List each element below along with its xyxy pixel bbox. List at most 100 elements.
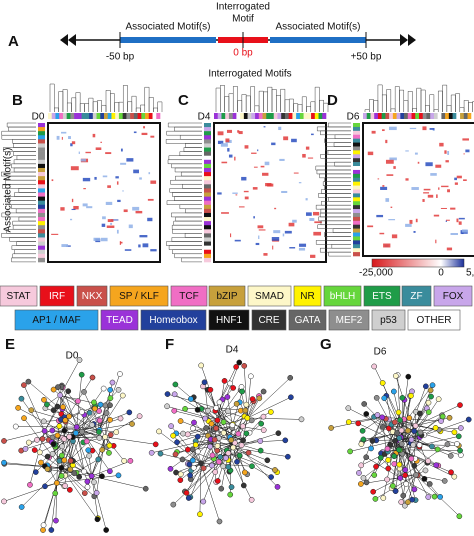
motif-color — [152, 113, 157, 119]
motif-color — [204, 155, 211, 161]
network-node — [405, 499, 411, 505]
motif-color — [204, 257, 211, 263]
heatmap-cell — [367, 225, 374, 228]
network-node — [379, 380, 386, 386]
network-node — [126, 409, 133, 416]
motif-color — [204, 131, 211, 136]
network-node — [380, 495, 387, 501]
heatmap-cell — [298, 182, 302, 184]
heatmap-cell — [101, 223, 106, 227]
motif-color — [204, 208, 211, 214]
legend-label: NKX — [82, 291, 103, 302]
heatmap-cell — [115, 176, 119, 179]
motif-color — [204, 151, 211, 157]
network-node — [411, 486, 418, 493]
network-node — [448, 469, 454, 476]
motif-color — [314, 113, 319, 119]
network-node — [103, 527, 110, 533]
network-node — [241, 363, 248, 369]
motif-color — [353, 205, 360, 210]
heatmap-cell — [128, 224, 133, 229]
network-node — [274, 484, 281, 490]
network-node — [213, 425, 219, 432]
network-node — [398, 499, 405, 505]
network-node — [220, 430, 227, 436]
network-node — [228, 484, 235, 490]
motif-color — [288, 113, 293, 119]
heatmap-cell — [311, 133, 314, 136]
network-node — [258, 420, 265, 427]
network-node — [446, 414, 453, 421]
network-node — [260, 388, 267, 395]
motif-color — [100, 113, 105, 119]
motif-color — [318, 113, 323, 119]
motif-color — [415, 113, 420, 119]
heatmap-cell — [56, 135, 60, 140]
network-node — [363, 411, 370, 417]
motif-color — [353, 236, 360, 241]
network-node — [54, 403, 61, 410]
heatmap-cell — [284, 230, 292, 234]
heatmap-cell — [385, 159, 394, 164]
motif-color — [445, 113, 450, 119]
network-node — [18, 504, 25, 510]
heatmap-cell — [444, 150, 447, 154]
motif-color — [374, 113, 379, 119]
network-node — [230, 385, 237, 391]
network-node — [385, 425, 392, 432]
network-node — [358, 462, 365, 469]
network-node — [203, 425, 210, 431]
motif-color — [353, 158, 360, 163]
motif-color — [104, 113, 109, 119]
heatmap-cell — [133, 169, 139, 174]
tick-label: -50 bp — [106, 52, 135, 63]
network-node — [194, 448, 201, 455]
network-node — [89, 422, 95, 428]
network-node — [202, 415, 209, 422]
network-node — [216, 399, 223, 406]
heatmap-cell — [227, 148, 230, 152]
legend-swatch — [208, 285, 246, 307]
network-node — [444, 441, 451, 448]
heatmap-cell — [438, 187, 440, 190]
legend-label: SP / KLF — [119, 291, 159, 302]
network-node — [396, 461, 403, 468]
panel-letter: F — [165, 336, 174, 353]
generated: B D0 C D4 D D6 -25,000 0 5,000 STAT IRF NKX SP / KLF… — [0, 83, 474, 533]
network-node — [236, 359, 243, 366]
motif-color — [38, 143, 45, 148]
heatmap-cell — [435, 164, 442, 168]
motif-color — [463, 113, 468, 119]
network-node — [107, 432, 114, 438]
network-node — [31, 447, 38, 453]
motif-color — [353, 248, 360, 253]
network-node — [397, 475, 404, 481]
network-node — [211, 436, 218, 443]
heatmap-cell — [283, 136, 289, 141]
network-node — [50, 386, 57, 393]
heatmap-cell — [305, 212, 312, 216]
heatmap-cell — [82, 203, 88, 207]
network-node — [187, 472, 193, 479]
network-node — [76, 474, 83, 480]
network-node — [237, 407, 244, 414]
heatmap-cell — [292, 219, 297, 223]
motif-color — [38, 159, 45, 165]
heatmap-cell — [260, 165, 265, 168]
motif-color — [353, 185, 360, 190]
network-node — [194, 433, 201, 440]
network-node — [384, 445, 391, 452]
legend-label: SMAD — [255, 291, 284, 302]
network-node — [379, 414, 386, 421]
network-node — [189, 457, 196, 464]
motif-color — [307, 113, 312, 119]
motif-color — [204, 212, 211, 218]
motif-color — [38, 241, 45, 246]
legend-swatch — [328, 309, 370, 331]
network-node — [179, 456, 186, 463]
heatmap-cell — [439, 142, 444, 147]
motif-color — [204, 167, 211, 173]
legend-label: ZF — [410, 291, 422, 302]
motif-color — [322, 113, 327, 119]
network-node — [395, 409, 402, 416]
